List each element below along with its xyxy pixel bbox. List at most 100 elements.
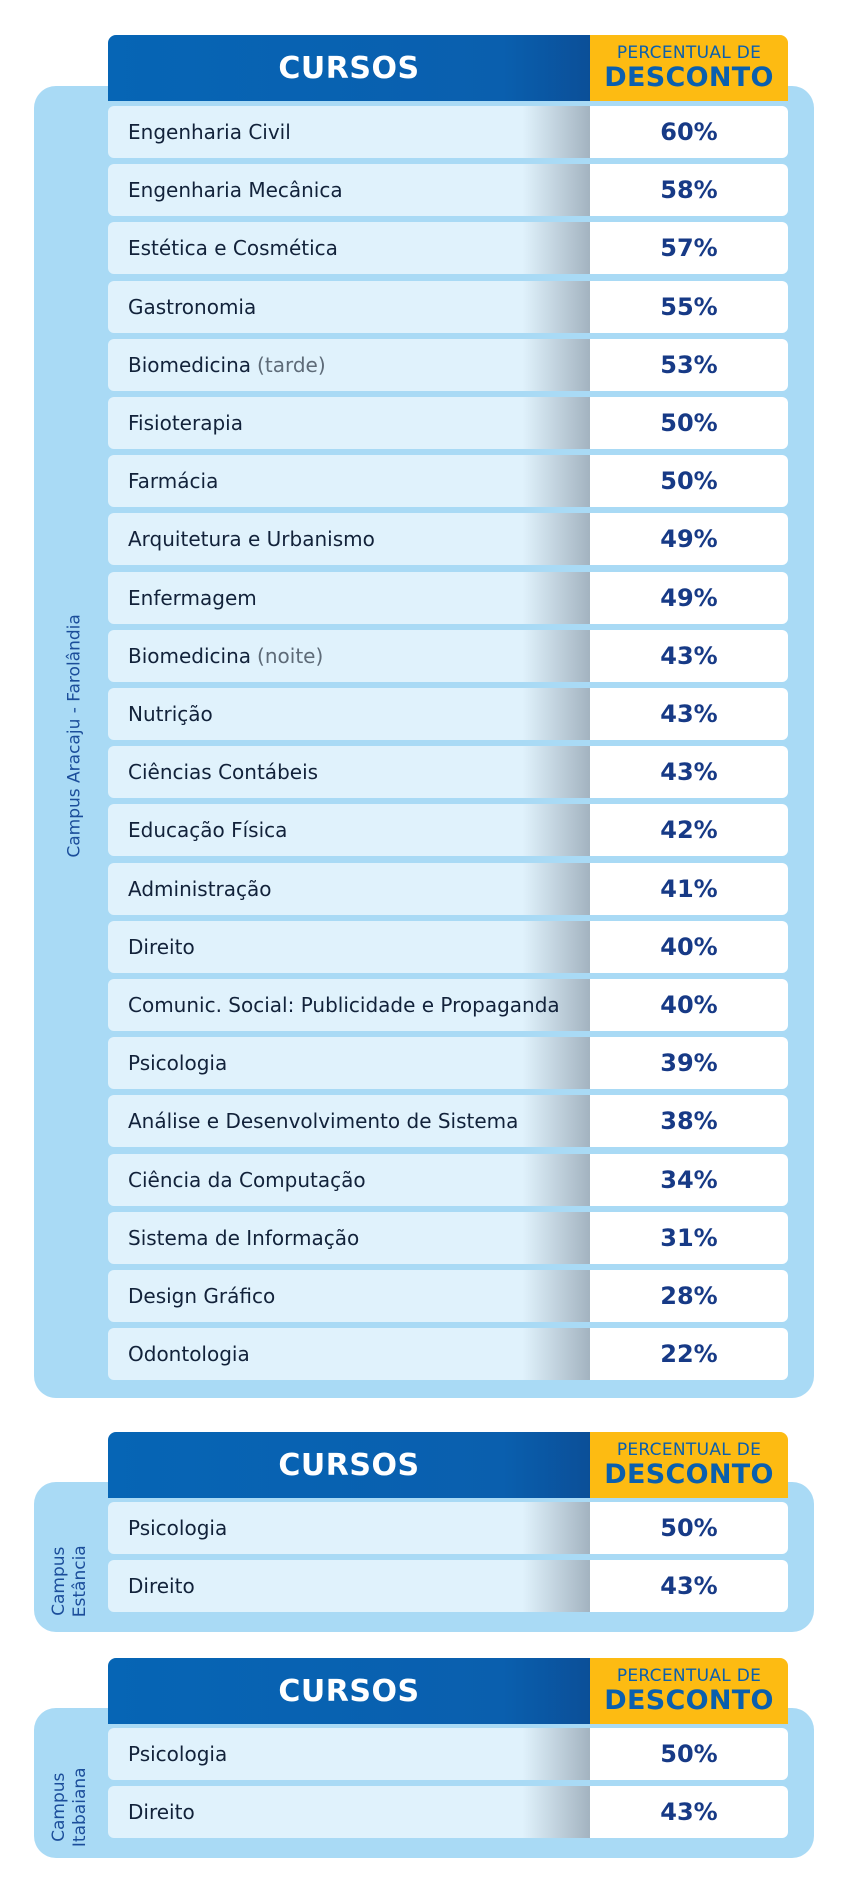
table-row: Enfermagem 49%: [108, 571, 788, 624]
discount-value: 39%: [590, 1037, 788, 1090]
campus-label: Campus Aracaju - Farolândia: [64, 614, 85, 858]
courses-header-label: CURSOS: [278, 1447, 420, 1483]
course-name-cell: Estética e Cosmética: [108, 222, 590, 275]
table-row: Engenharia Civil 60%: [108, 106, 788, 158]
table-row: Ciência da Computação 34%: [108, 1153, 788, 1206]
course-name-cell: Engenharia Civil: [108, 106, 590, 158]
discount-value: 55%: [590, 280, 788, 333]
course-name: Estética e Cosmética: [128, 236, 338, 261]
table-row: Psicologia 50%: [108, 1502, 788, 1554]
courses-header: CURSOS: [108, 1658, 590, 1724]
discount-header: PERCENTUAL DE DESCONTO: [590, 1658, 788, 1724]
table-row: Fisioterapia 50%: [108, 397, 788, 449]
course-shift: (noite): [257, 643, 324, 668]
course-name: Direito: [128, 934, 195, 959]
table-row: Nutrição 43%: [108, 688, 788, 740]
course-name: Biomedicina: [128, 643, 252, 668]
campus-label-line1: Campus: [48, 1772, 69, 1842]
course-name: Arquitetura e Urbanismo: [128, 527, 375, 552]
discount-value: 49%: [590, 513, 788, 566]
course-name: Psicologia: [128, 1742, 228, 1766]
course-name-cell: Direito: [108, 1560, 590, 1613]
course-name: Engenharia Mecânica: [128, 178, 343, 203]
discount-value: 50%: [590, 1728, 788, 1780]
discount-value: 43%: [590, 629, 788, 682]
course-shift: (tarde): [257, 352, 326, 377]
table-row: Direito 43%: [108, 1786, 788, 1839]
table-row: Sistema de Informação 31%: [108, 1211, 788, 1264]
discount-value: 38%: [590, 1095, 788, 1148]
discount-value: 40%: [590, 920, 788, 973]
table-row: Engenharia Mecânica 58%: [108, 164, 788, 217]
table-row: Arquitetura e Urbanismo 49%: [108, 513, 788, 566]
discount-value: 40%: [590, 979, 788, 1031]
course-name: Nutrição: [128, 702, 213, 726]
course-name-cell: Administração: [108, 862, 590, 915]
course-name-cell: Direito: [108, 1786, 590, 1839]
course-name: Ciências Contábeis: [128, 760, 319, 785]
discount-value: 50%: [590, 455, 788, 508]
table-aracaju: CURSOS PERCENTUAL DE DESCONTO Campus Ara…: [34, 35, 814, 1398]
discount-header-line1: PERCENTUAL DE: [616, 1440, 762, 1460]
discount-value: 43%: [590, 1786, 788, 1839]
course-name-cell: Análise e Desenvolvimento de Sistema: [108, 1095, 590, 1148]
table-row: Biomedicina (tarde) 53%: [108, 338, 788, 391]
course-name-cell: Direito: [108, 920, 590, 973]
table-row: Comunic. Social: Publicidade e Propagand…: [108, 979, 788, 1031]
campus-label-line1: Campus: [48, 1546, 69, 1616]
course-name: Psicologia: [128, 1051, 228, 1076]
table-row: Direito 40%: [108, 920, 788, 973]
discount-value: 43%: [590, 688, 788, 740]
table-row: Psicologia 50%: [108, 1728, 788, 1780]
discount-header-line2: DESCONTO: [604, 1685, 774, 1716]
course-name-cell: Ciência da Computação: [108, 1153, 590, 1206]
course-name-cell: Farmácia: [108, 455, 590, 508]
course-name-cell: Biomedicina (noite): [108, 629, 590, 682]
courses-header-label: CURSOS: [278, 50, 420, 86]
course-name: Psicologia: [128, 1516, 228, 1540]
course-name: Ciência da Computação: [128, 1167, 366, 1192]
discount-header-line1: PERCENTUAL DE: [616, 1666, 762, 1686]
table-row: Educação Física 42%: [108, 804, 788, 857]
course-name-cell: Enfermagem: [108, 571, 590, 624]
discount-value: 49%: [590, 571, 788, 624]
course-name: Odontologia: [128, 1342, 250, 1367]
course-name-cell: Engenharia Mecânica: [108, 164, 590, 217]
course-name-cell: Fisioterapia: [108, 397, 590, 449]
course-name-cell: Design Gráfico: [108, 1270, 590, 1322]
course-name: Direito: [128, 1800, 195, 1825]
discount-header-line1: PERCENTUAL DE: [616, 43, 762, 63]
discount-value: 43%: [590, 746, 788, 799]
discount-header-line2: DESCONTO: [604, 62, 774, 93]
course-name: Sistema de Informação: [128, 1225, 360, 1250]
table-row: Ciências Contábeis 43%: [108, 746, 788, 799]
discount-value: 50%: [590, 1502, 788, 1554]
discount-value: 53%: [590, 338, 788, 391]
course-name: Engenharia Civil: [128, 120, 291, 144]
table-row: Farmácia 50%: [108, 455, 788, 508]
discount-value: 43%: [590, 1560, 788, 1613]
campus-label-line2: Estância: [70, 1545, 90, 1618]
course-name-cell: Gastronomia: [108, 280, 590, 333]
course-name-cell: Psicologia: [108, 1037, 590, 1090]
table-row: Odontologia 22%: [108, 1328, 788, 1381]
discount-value: 60%: [590, 106, 788, 158]
courses-header: CURSOS: [108, 35, 590, 101]
table-row: Biomedicina (noite) 43%: [108, 629, 788, 682]
course-name: Biomedicina: [128, 352, 252, 377]
course-name-cell: Arquitetura e Urbanismo: [108, 513, 590, 566]
table-estancia: CURSOS PERCENTUAL DE DESCONTO Campus Est…: [0, 1430, 848, 1632]
course-name: Fisioterapia: [128, 411, 243, 435]
course-name: Direito: [128, 1574, 195, 1599]
table-row: Direito 43%: [108, 1560, 788, 1613]
campus-label: Campus Itabaiana: [49, 1767, 92, 1847]
discount-value: 22%: [590, 1328, 788, 1381]
discount-value: 41%: [590, 862, 788, 915]
campus-label-line2: Itabaiana: [70, 1767, 90, 1848]
course-name: Educação Física: [128, 818, 288, 843]
table-row: Análise e Desenvolvimento de Sistema 38%: [108, 1095, 788, 1148]
course-name-cell: Educação Física: [108, 804, 590, 857]
discount-value: 31%: [590, 1211, 788, 1264]
discount-value: 50%: [590, 397, 788, 449]
discount-header-line2: DESCONTO: [604, 1459, 774, 1490]
